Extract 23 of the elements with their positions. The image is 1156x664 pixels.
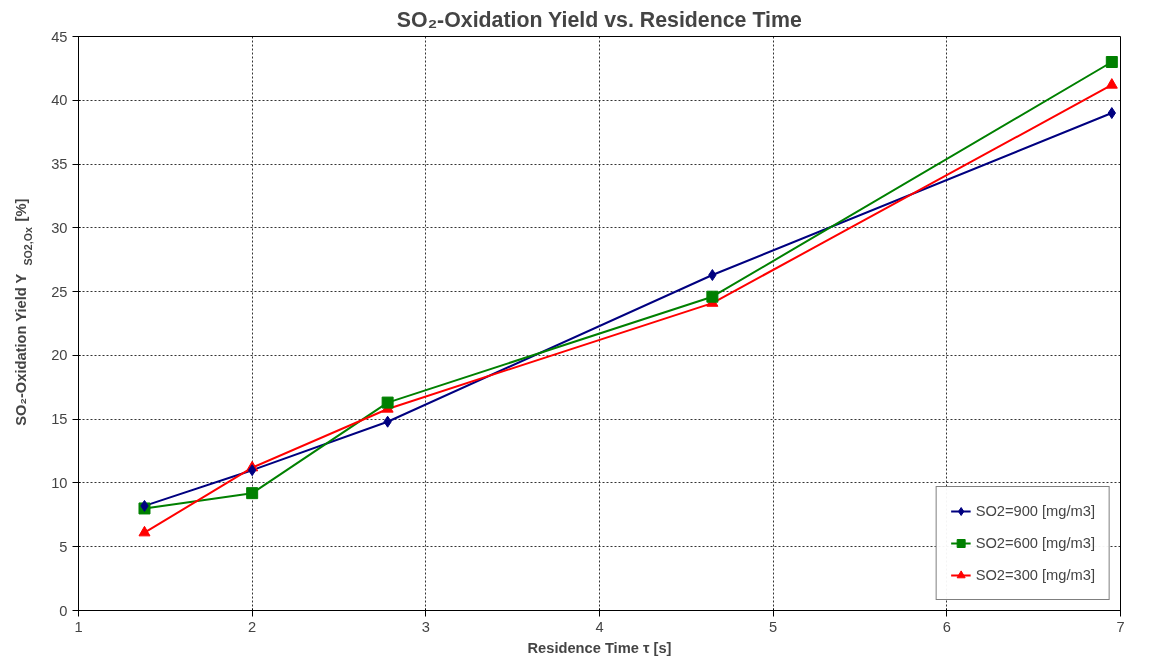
- x-tick-label: 7: [1116, 618, 1125, 635]
- legend-label: SO2=900 [mg/m3]: [975, 503, 1095, 519]
- y-tick-label: 5: [59, 538, 68, 555]
- y-axis-title: SO₂-Oxidation Yield YSO2,Ox [%]: [13, 198, 34, 426]
- y-tick-label: 40: [51, 92, 68, 109]
- x-axis-title: Residence Time τ [s]: [527, 639, 672, 656]
- y-tick-label: 20: [51, 347, 68, 364]
- x-tick-label: 2: [248, 618, 257, 635]
- y-tick-label: 10: [51, 474, 68, 491]
- y-tick-label: 0: [59, 602, 68, 619]
- legend-label: SO2=600 [mg/m3]: [975, 535, 1095, 551]
- legend-label: SO2=300 [mg/m3]: [975, 567, 1095, 583]
- x-tick-label: 1: [74, 618, 83, 635]
- x-tick-label: 4: [595, 618, 604, 635]
- y-tick-label: 35: [51, 156, 68, 173]
- y-tick-label: 45: [51, 28, 68, 45]
- x-tick-label: 6: [942, 618, 951, 635]
- y-tick-label: 30: [51, 219, 68, 236]
- x-tick-label: 3: [421, 618, 430, 635]
- y-tick-label: 25: [51, 283, 68, 300]
- chart-title: SO₂-Oxidation Yield vs. Residence Time: [396, 7, 802, 32]
- y-tick-label: 15: [51, 411, 68, 428]
- x-tick-label: 5: [769, 618, 778, 635]
